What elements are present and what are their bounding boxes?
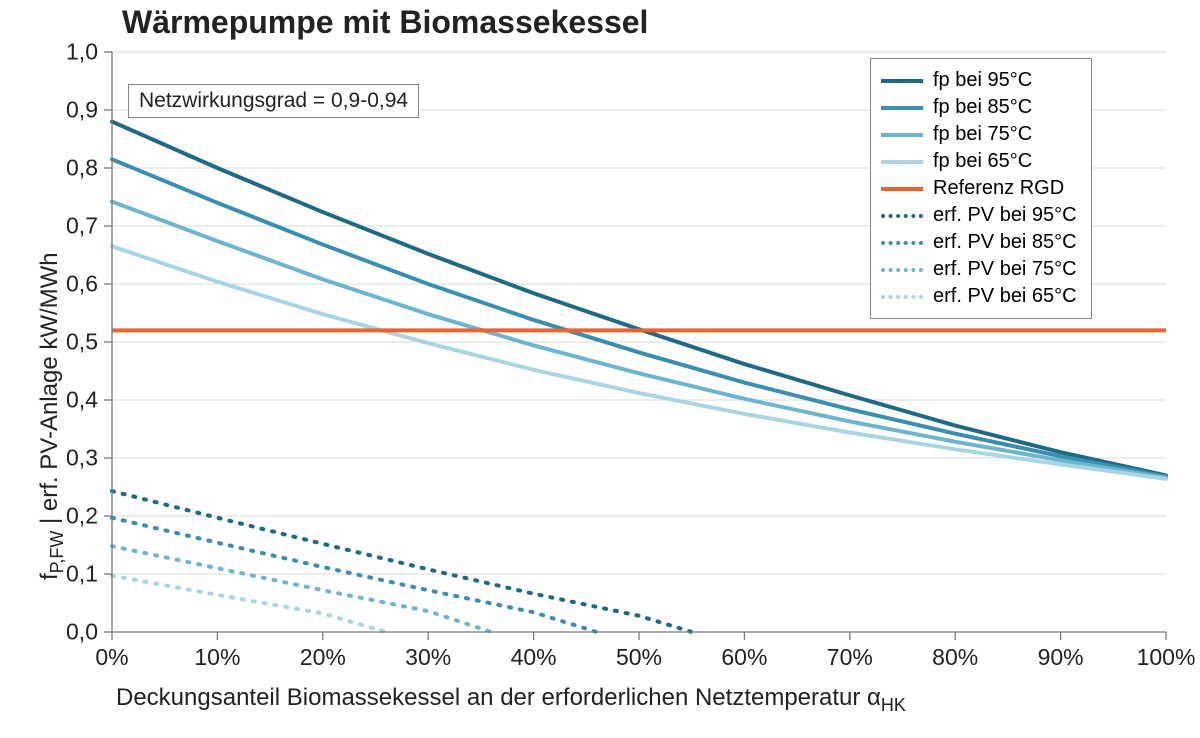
x-tick-label: 70% [827, 644, 873, 671]
legend-item: erf. PV bei 85°C [881, 229, 1077, 256]
x-tick-label: 20% [300, 644, 346, 671]
x-tick-label: 80% [932, 644, 978, 671]
y-tick-label: 0,6 [66, 271, 98, 298]
y-tick-label: 0,8 [66, 155, 98, 182]
chart-container: Wärmepumpe mit Biomassekessel fP,FW | er… [0, 0, 1200, 738]
series-pv85 [112, 518, 597, 632]
x-tick-label: 100% [1137, 644, 1196, 671]
legend-swatch [881, 295, 923, 299]
x-tick-label: 0% [95, 644, 128, 671]
legend-label: erf. PV bei 75°C [933, 256, 1077, 283]
legend-item: Referenz RGD [881, 175, 1077, 202]
legend-label: erf. PV bei 85°C [933, 229, 1077, 256]
legend-label: erf. PV bei 65°C [933, 283, 1077, 310]
legend-swatch [881, 214, 923, 218]
legend-swatch [881, 133, 923, 137]
chart-title: Wärmepumpe mit Biomassekessel [122, 4, 648, 41]
legend-swatch [881, 106, 923, 110]
legend: fp bei 95°Cfp bei 85°Cfp bei 75°Cfp bei … [870, 58, 1092, 319]
legend-item: fp bei 65°C [881, 148, 1077, 175]
x-axis-label-text: Deckungsanteil Biomassekessel an der erf… [116, 684, 881, 711]
y-tick-label: 0,0 [66, 619, 98, 646]
y-tick-label: 0,3 [66, 445, 98, 472]
y-tick-label: 0,7 [66, 213, 98, 240]
y-tick-label: 1,0 [66, 39, 98, 66]
legend-label: fp bei 85°C [933, 94, 1032, 121]
legend-label: Referenz RGD [933, 175, 1064, 202]
legend-item: erf. PV bei 95°C [881, 202, 1077, 229]
y-axis-label-sub: P,FW [47, 531, 67, 574]
legend-swatch [881, 268, 923, 272]
x-tick-label: 40% [511, 644, 557, 671]
y-axis-label: fP,FW | erf. PV-Anlage kW/MWh [36, 252, 68, 580]
legend-label: fp bei 95°C [933, 67, 1032, 94]
y-tick-label: 0,5 [66, 329, 98, 356]
legend-swatch [881, 241, 923, 245]
y-tick-label: 0,9 [66, 97, 98, 124]
legend-item: fp bei 95°C [881, 67, 1077, 94]
y-tick-label: 0,1 [66, 561, 98, 588]
y-tick-label: 0,2 [66, 503, 98, 530]
legend-label: erf. PV bei 95°C [933, 202, 1077, 229]
y-axis-label-suffix: | erf. PV-Anlage kW/MWh [36, 252, 63, 530]
annotation-text: Netzwirkungsgrad = 0,9-0,94 [139, 89, 408, 112]
series-pv95 [112, 491, 692, 632]
x-tick-label: 50% [616, 644, 662, 671]
legend-swatch [881, 160, 923, 164]
legend-swatch [881, 187, 923, 191]
legend-item: fp bei 85°C [881, 94, 1077, 121]
x-tick-label: 10% [194, 644, 240, 671]
series-pv75 [112, 546, 491, 632]
x-tick-label: 90% [1038, 644, 1084, 671]
x-axis-label: Deckungsanteil Biomassekessel an der erf… [116, 684, 906, 716]
x-tick-label: 30% [405, 644, 451, 671]
series-pv65 [112, 576, 386, 632]
x-axis-label-sub: HK [881, 695, 906, 715]
legend-item: fp bei 75°C [881, 121, 1077, 148]
x-tick-label: 60% [721, 644, 767, 671]
y-tick-label: 0,4 [66, 387, 98, 414]
annotation-box: Netzwirkungsgrad = 0,9-0,94 [128, 84, 419, 118]
legend-label: fp bei 65°C [933, 148, 1032, 175]
y-axis-label-prefix: f [36, 573, 63, 580]
legend-item: erf. PV bei 75°C [881, 256, 1077, 283]
legend-label: fp bei 75°C [933, 121, 1032, 148]
legend-swatch [881, 79, 923, 83]
legend-item: erf. PV bei 65°C [881, 283, 1077, 310]
